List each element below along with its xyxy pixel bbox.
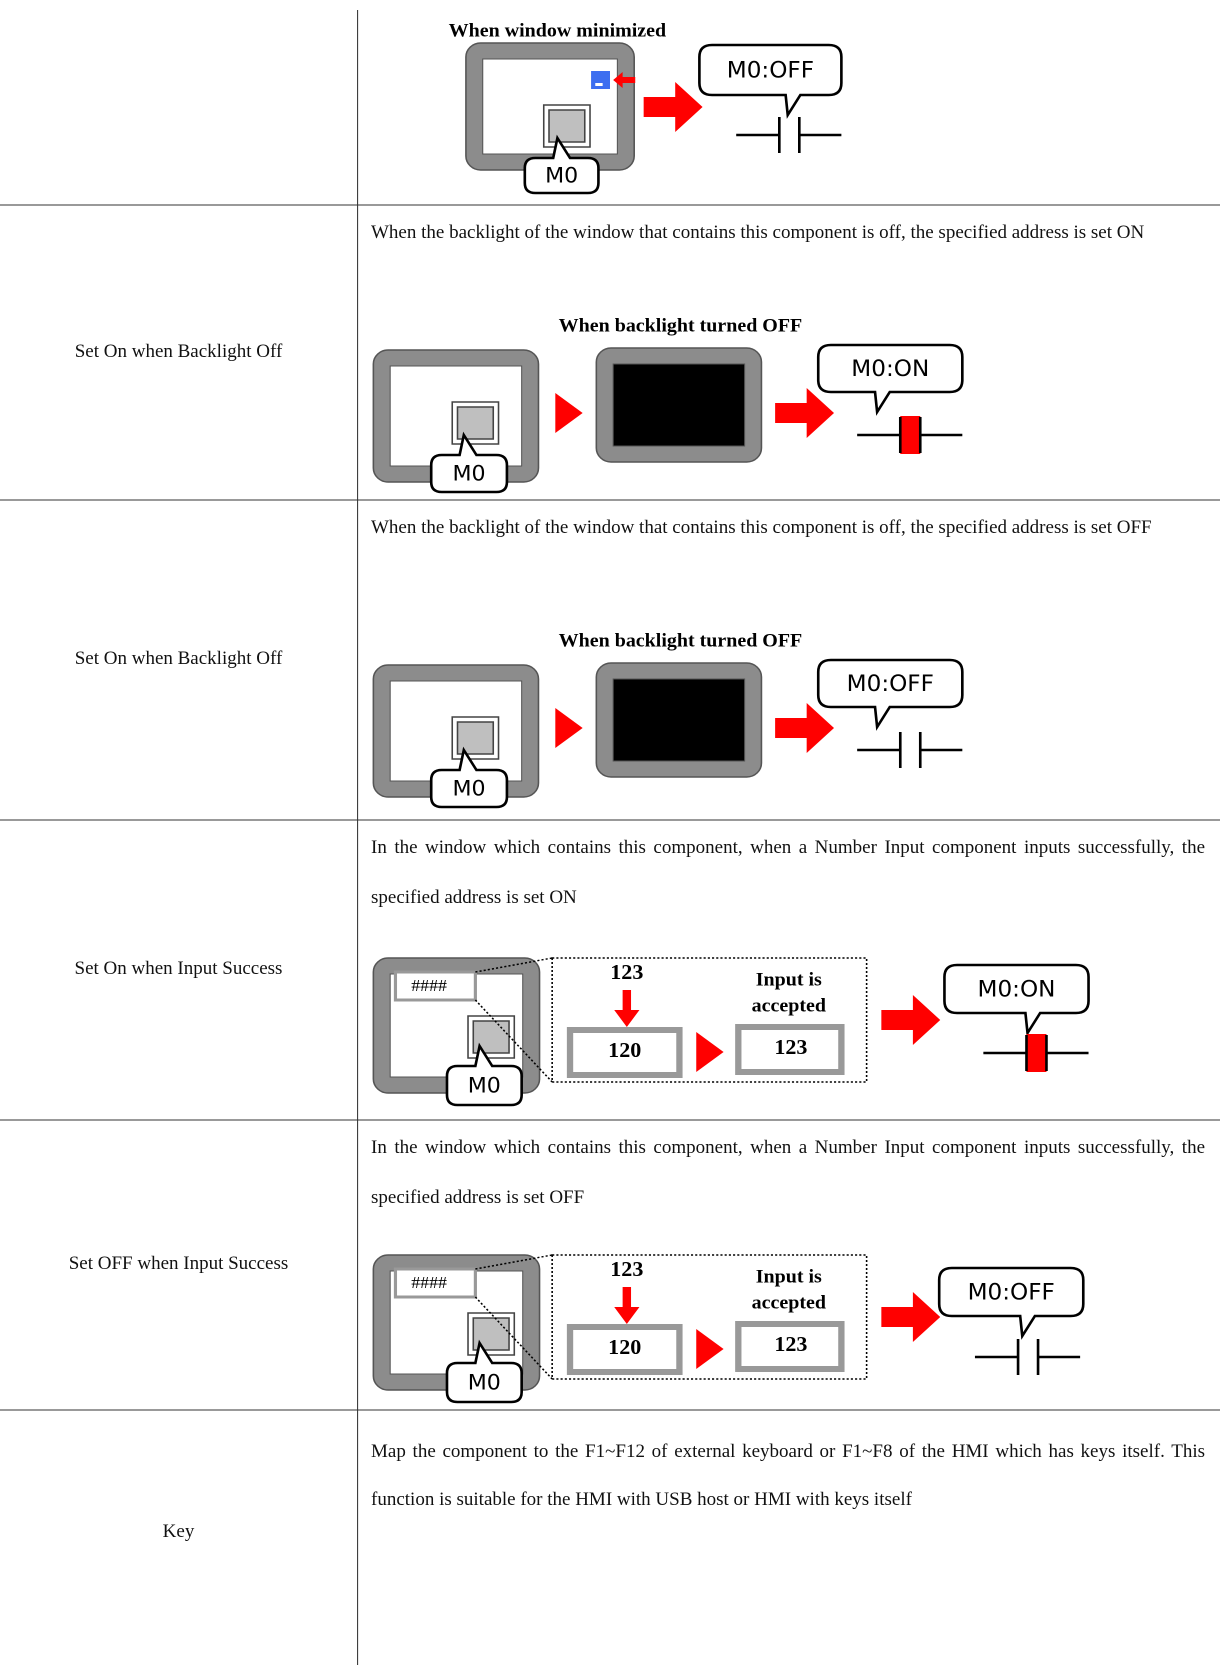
value-box <box>566 1027 683 1078</box>
tag-text: M0 <box>468 1074 501 1098</box>
arrow-down <box>614 1287 640 1324</box>
row-label: Set On when Backlight Off <box>74 648 283 669</box>
diagram-title: When window minimized <box>449 21 667 41</box>
note-line: accepted <box>752 996 826 1016</box>
arrow <box>881 995 941 1045</box>
contact-on <box>1026 1034 1047 1072</box>
input-field <box>393 1267 477 1299</box>
zoom-line <box>475 1254 553 1270</box>
zoom-line <box>475 957 553 973</box>
status-bubble <box>816 343 964 416</box>
note-line: Input is <box>756 970 822 990</box>
status-bubble <box>937 1266 1085 1340</box>
tag-text: M0 <box>468 1371 501 1395</box>
tag-bubble <box>523 134 600 195</box>
new-value: 123 <box>774 1332 807 1355</box>
input-field-text: #### <box>411 1272 447 1291</box>
value-box <box>566 1324 683 1375</box>
arrow <box>881 1292 941 1342</box>
window-screen <box>612 363 746 447</box>
input-value: 123 <box>610 960 643 983</box>
input-value: 123 <box>610 1257 643 1280</box>
status-bubble <box>943 963 1090 1037</box>
note-line: Input is <box>756 1267 822 1287</box>
tag-bubble <box>429 431 509 494</box>
tag-bubble <box>445 1042 523 1107</box>
row-description: Map the component to the F1~F12 of exter… <box>371 1441 1205 1510</box>
minimize-button <box>591 71 610 89</box>
arrow-pointer <box>613 72 636 88</box>
row-label: Set On when Backlight Off <box>74 340 283 362</box>
component-inner <box>548 109 586 143</box>
old-value: 120 <box>608 1335 641 1358</box>
input-field-text: #### <box>411 975 447 994</box>
status-text: M0:OFF <box>847 671 934 696</box>
row-description: When the backlight of the window that co… <box>371 517 1152 538</box>
row-description: When the backlight of the window that co… <box>371 222 1145 243</box>
arrow-small <box>696 1032 724 1072</box>
tag-text: M0 <box>453 462 486 486</box>
component-inner <box>456 406 495 440</box>
note-line: accepted <box>752 1293 826 1313</box>
arrow-small <box>696 1329 724 1369</box>
input-field <box>393 970 477 1002</box>
tag-text: M0 <box>453 777 486 801</box>
status-text: M0:ON <box>978 977 1056 1002</box>
contact-on <box>900 416 921 454</box>
arrow <box>643 82 703 132</box>
row-description: In the window which contains this compon… <box>371 1137 1205 1208</box>
zoom-box <box>551 1254 868 1380</box>
window-screen <box>612 678 746 762</box>
old-value: 120 <box>608 1038 641 1061</box>
row-label: Key <box>162 1520 195 1542</box>
row-label: Set On when Input Success <box>74 958 283 979</box>
tag-bubble <box>429 746 509 809</box>
status-text: M0:ON <box>851 356 929 381</box>
diagram-title: When backlight turned OFF <box>559 631 803 651</box>
status-text: M0:OFF <box>727 58 814 83</box>
arrow <box>775 703 835 753</box>
arrow-small <box>555 708 583 748</box>
status-bubble <box>698 43 843 119</box>
value-box <box>735 1024 845 1075</box>
new-value: 123 <box>774 1035 807 1058</box>
status-text: M0:OFF <box>968 1280 1055 1305</box>
arrow-small <box>555 393 583 433</box>
row-description: In the window which contains this compon… <box>371 837 1205 908</box>
row-label: Set OFF when Input Success <box>68 1253 289 1274</box>
tag-bubble <box>445 1339 523 1404</box>
minimize-dash <box>595 83 603 86</box>
diagram-title: When backlight turned OFF <box>559 316 803 336</box>
arrow <box>775 388 835 438</box>
value-box <box>735 1321 845 1372</box>
arrow-down <box>614 990 640 1027</box>
zoom-box <box>551 957 868 1083</box>
status-bubble <box>816 658 964 731</box>
tag-text: M0 <box>545 164 578 188</box>
